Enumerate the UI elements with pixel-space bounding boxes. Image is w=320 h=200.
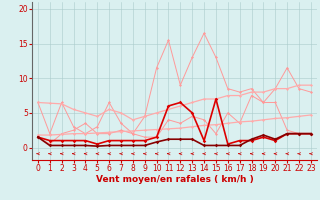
- X-axis label: Vent moyen/en rafales ( km/h ): Vent moyen/en rafales ( km/h ): [96, 175, 253, 184]
